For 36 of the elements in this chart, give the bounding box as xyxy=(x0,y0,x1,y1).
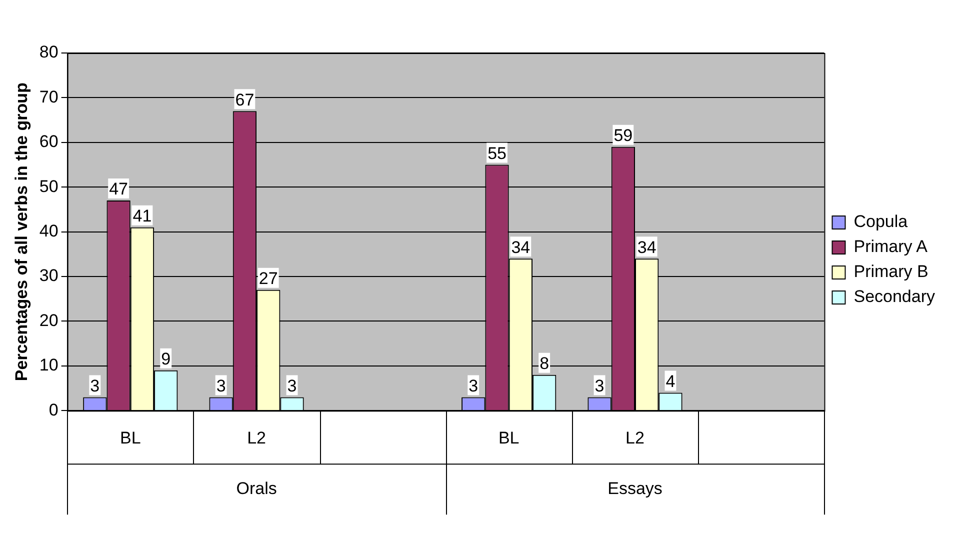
data-label: 41 xyxy=(132,206,152,226)
data-label: 3 xyxy=(594,376,604,396)
data-label: 47 xyxy=(109,180,128,199)
x-tick-label: L2 xyxy=(247,428,266,448)
data-label: 3 xyxy=(287,376,297,396)
data-label: 34 xyxy=(637,238,656,257)
y-axis-title: Percentages of all verbs in the group xyxy=(12,82,31,382)
legend-label: Secondary xyxy=(854,287,936,306)
text: Orals xyxy=(236,478,277,498)
data-label: 27 xyxy=(258,269,278,288)
y-tick-label: 10 xyxy=(39,356,58,375)
data-label: 8 xyxy=(540,354,550,374)
data-label: 55 xyxy=(488,144,506,163)
data-label: 4 xyxy=(666,372,676,391)
legend-label: Primary A xyxy=(854,237,928,256)
data-label: 3 xyxy=(468,376,478,396)
y-tick-label: 50 xyxy=(39,176,58,196)
x-tick-label: BL xyxy=(120,428,141,448)
data-label: 67 xyxy=(235,90,254,110)
y-tick-label: 40 xyxy=(39,221,58,240)
data-label: 9 xyxy=(161,350,171,369)
data-label: 59 xyxy=(614,126,633,146)
data-label: 34 xyxy=(511,238,530,257)
y-tick-label: 80 xyxy=(39,42,58,62)
y-tick-label: 0 xyxy=(48,400,58,420)
legend-label: Copula xyxy=(854,212,908,232)
data-label: 3 xyxy=(90,376,100,396)
x-tick-label: BL xyxy=(498,428,520,448)
text: Essays xyxy=(608,478,662,498)
y-tick-label: 70 xyxy=(39,87,58,106)
y-tick-label: 20 xyxy=(39,310,58,330)
x-tick-label: L2 xyxy=(626,428,644,448)
y-tick-label: 30 xyxy=(39,266,58,286)
data-label: 3 xyxy=(216,376,226,396)
legend-label: Primary B xyxy=(854,262,928,282)
y-tick-label: 60 xyxy=(39,132,58,152)
